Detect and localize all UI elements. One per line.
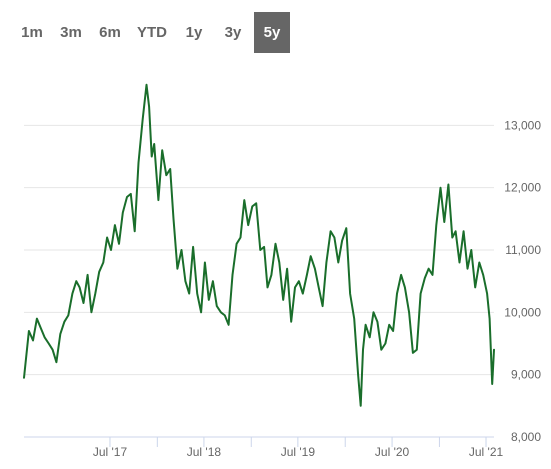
x-tick-label: Jul '21 (469, 445, 504, 459)
range-button-3m[interactable]: 3m (60, 24, 82, 41)
y-tick-label: 12,000 (504, 181, 541, 195)
x-tick-label: Jul '19 (281, 445, 316, 459)
range-selector: 1m 3m 6m YTD 1y 3y 5y (14, 12, 293, 53)
y-tick-label: 13,000 (504, 118, 541, 132)
range-button-5y[interactable]: 5y (254, 12, 290, 53)
y-tick-label: 10,000 (504, 305, 541, 319)
y-tick-label: 11,000 (505, 243, 541, 257)
y-tick-label: 8,000 (511, 430, 541, 444)
series-line (23, 83, 495, 407)
y-axis: 8,000 9,000 10,000 11,000 12,000 13,000 (504, 118, 541, 444)
x-tick-label: Jul '18 (187, 445, 222, 459)
x-tick-label: Jul '17 (93, 445, 128, 459)
range-button-1y[interactable]: 1y (185, 24, 203, 41)
x-axis: Jul '17 Jul '18 Jul '19 Jul '20 Jul '21 (93, 437, 504, 459)
range-button-ytd[interactable]: YTD (137, 24, 167, 41)
range-button-3y[interactable]: 3y (224, 24, 242, 41)
x-tick-label: Jul '20 (375, 445, 410, 459)
y-tick-label: 9,000 (511, 368, 541, 382)
range-button-6m[interactable]: 6m (99, 24, 121, 41)
range-button-1m[interactable]: 1m (21, 24, 43, 41)
grid-lines (24, 124, 494, 376)
